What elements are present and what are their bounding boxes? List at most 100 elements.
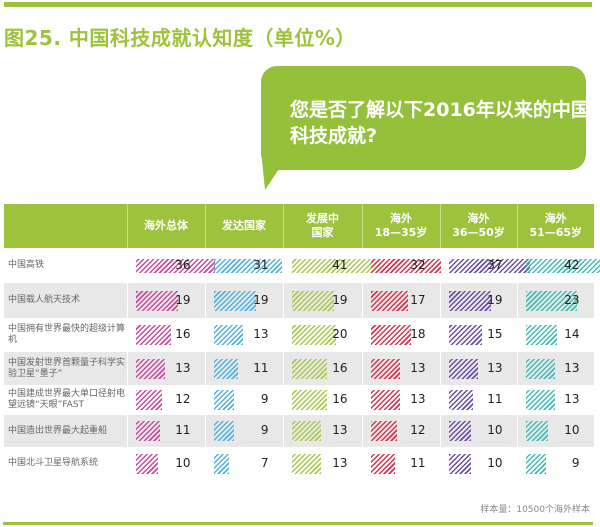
table-header-row: 海外总体 发达国家 发展中 国家 海外 18—35岁 海外 36—50岁 海外 51—65岁 [4, 204, 594, 248]
hatched-bar [525, 390, 555, 410]
row-label: 中国拥有世界最快的超级计算机 [4, 318, 128, 352]
column-header-line2: 51—65岁 [529, 226, 583, 239]
value-label: 9 [571, 455, 580, 470]
value-label: 10 [487, 455, 503, 470]
value-label: 13 [410, 392, 426, 406]
row-label: 中国北斗卫星导航系统 [4, 447, 128, 480]
value-cell: 23 [517, 283, 595, 318]
table-row: 中国发射世界首颗量子科学实验卫星“墨子” 13 11 16 13 13 13 [4, 352, 595, 385]
value-cell: 13 [362, 352, 441, 385]
column-header-line1: 海外 [390, 212, 412, 225]
value-label: 12 [410, 423, 426, 437]
value-cell: 10 [440, 415, 518, 447]
hatched-bar [525, 453, 546, 474]
value-cell: 10 [517, 415, 595, 447]
value-label: 13 [175, 360, 191, 375]
value-cell: 37 [440, 248, 530, 283]
table-row: 中国北斗卫星导航系统 10 7 13 11 10 9 [4, 447, 595, 480]
column-header-line1: 海外总体 [144, 219, 188, 232]
hatched-bar [448, 325, 482, 345]
value-label: 14 [564, 327, 580, 341]
hatched-bar [135, 453, 158, 474]
column-header-line1: 海外 [467, 212, 490, 225]
hatched-bar [291, 421, 321, 441]
value-cell: 10 [127, 447, 206, 480]
value-label: 36 [175, 257, 191, 272]
hatched-bar [135, 290, 178, 311]
value-label: 16 [175, 327, 191, 341]
column-header: 发达国家 [205, 204, 284, 248]
column-header-line2: 36—50岁 [452, 226, 505, 239]
value-label: 9 [260, 423, 269, 437]
hatched-bar [525, 421, 548, 441]
column-header-line1: 发达国家 [222, 219, 266, 232]
hatched-bar [370, 421, 397, 441]
hatched-bar [135, 421, 160, 441]
value-cell: 12 [127, 385, 206, 415]
value-label: 16 [332, 360, 348, 375]
value-cell: 19 [205, 283, 284, 318]
table-row: 中国载人航天技术 19 19 19 17 19 23 [4, 283, 595, 318]
row-label: 中国造出世界最大起重船 [4, 415, 128, 447]
value-cell: 19 [127, 283, 206, 318]
table-row: 中国拥有世界最快的超级计算机 16 13 20 18 15 14 [4, 318, 595, 352]
row-label: 中国建成世界最大单口径射电望远镜“天眼”FAST [4, 385, 128, 415]
value-cell: 11 [127, 415, 206, 447]
value-cell: 11 [362, 447, 441, 480]
hatched-bar [213, 390, 234, 410]
value-cell: 9 [205, 385, 284, 415]
value-label: 37 [487, 257, 503, 272]
table-row: 中国高铁 36 31 41 32 37 42 [4, 248, 600, 283]
column-header: 海外 18—35岁 [362, 204, 441, 248]
value-cell: 19 [283, 283, 363, 318]
header-blank [4, 204, 128, 248]
column-header: 发展中 国家 [283, 204, 363, 248]
hatched-bar [448, 421, 471, 441]
hatched-bar [291, 390, 327, 410]
value-label: 41 [332, 257, 348, 272]
table-row: 中国建成世界最大单口径射电望远镜“天眼”FAST 12 9 16 13 11 13 [4, 385, 595, 415]
hatched-bar [370, 325, 411, 345]
hatched-bar [135, 325, 171, 345]
value-label: 17 [410, 292, 426, 307]
bubble-tail [262, 160, 285, 190]
hatched-bar [370, 290, 408, 311]
value-label: 11 [410, 455, 426, 470]
top-accent-bar [4, 2, 592, 7]
value-cell: 11 [205, 352, 284, 385]
hatched-bar [291, 325, 336, 345]
value-cell: 11 [440, 385, 518, 415]
hatched-bar [525, 290, 577, 311]
hatched-bar [135, 390, 162, 410]
value-label: 11 [253, 360, 269, 375]
value-label: 23 [564, 292, 580, 307]
hatched-bar [525, 358, 555, 379]
column-header: 海外 36—50岁 [440, 204, 518, 248]
value-cell: 13 [362, 385, 441, 415]
hatched-bar [370, 453, 395, 474]
column-header-line2: 18—35岁 [374, 226, 428, 239]
question-text: 您是否了解以下2016年以来的中国科技成就? [290, 99, 590, 147]
value-cell: 15 [440, 318, 518, 352]
hatched-bar [291, 290, 334, 311]
value-cell: 17 [362, 283, 441, 318]
value-cell: 7 [205, 447, 284, 480]
value-label: 13 [332, 455, 348, 470]
hatched-bar [448, 358, 478, 379]
value-cell: 41 [283, 248, 382, 283]
question-bubble [261, 66, 586, 170]
value-label: 10 [487, 423, 503, 437]
value-label: 19 [332, 292, 348, 307]
hatched-bar [213, 358, 238, 379]
value-cell: 13 [205, 318, 284, 352]
value-label: 13 [332, 423, 348, 437]
value-label: 31 [253, 257, 269, 272]
value-label: 13 [487, 360, 503, 375]
hatched-bar [370, 258, 441, 273]
value-label: 7 [260, 455, 269, 470]
hatched-bar [448, 390, 473, 410]
value-label: 10 [564, 423, 580, 437]
column-header: 海外总体 [127, 204, 206, 248]
row-label: 中国高铁 [4, 248, 128, 283]
value-cell: 42 [517, 248, 600, 283]
